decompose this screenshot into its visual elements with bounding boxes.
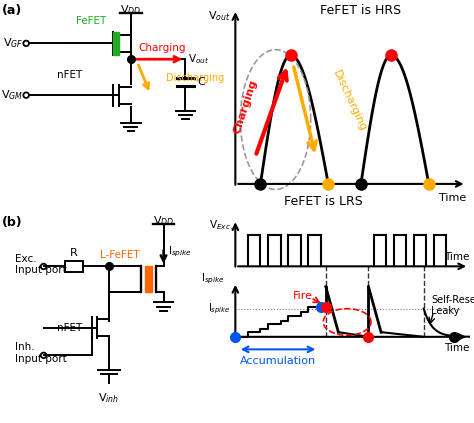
Text: Inh.
Input port: Inh. Input port (15, 342, 67, 364)
Text: V$_{DD}$: V$_{DD}$ (120, 3, 141, 17)
Text: Discharging: Discharging (331, 69, 368, 133)
Text: V$_{GM}$: V$_{GM}$ (0, 88, 23, 102)
Text: (a): (a) (2, 4, 22, 17)
Text: R: R (70, 248, 78, 258)
Text: V$_{inh}$: V$_{inh}$ (99, 391, 119, 405)
Text: (b): (b) (2, 216, 23, 229)
Text: nFET: nFET (57, 323, 82, 333)
Text: V$_{DD}$: V$_{DD}$ (153, 215, 174, 228)
Text: I$_{spike}$: I$_{spike}$ (201, 272, 225, 286)
Text: V$_{out}$: V$_{out}$ (188, 52, 209, 66)
Text: nFET: nFET (57, 70, 82, 80)
Text: I$_{spike}$: I$_{spike}$ (208, 302, 230, 316)
Text: V$_{out}$: V$_{out}$ (208, 9, 230, 23)
Text: Charging: Charging (232, 78, 259, 135)
Text: C: C (197, 77, 205, 87)
Text: Exc.
Input port: Exc. Input port (15, 253, 67, 275)
Text: Fire: Fire (293, 291, 313, 301)
Text: Time: Time (439, 193, 466, 203)
Text: Self-Reset/
Leaky: Self-Reset/ Leaky (431, 295, 474, 316)
Text: Time: Time (444, 343, 469, 353)
Text: Time: Time (444, 252, 469, 262)
Bar (145, 266, 152, 292)
Text: I$_{spike}$: I$_{spike}$ (168, 244, 192, 259)
Text: L-FeFET: L-FeFET (100, 250, 140, 260)
Text: V$_{Exc.}$: V$_{Exc.}$ (209, 218, 233, 231)
Bar (113, 32, 119, 55)
Text: FeFET is LRS: FeFET is LRS (284, 195, 363, 208)
Text: Charging: Charging (139, 43, 186, 53)
Text: Accumulation: Accumulation (240, 356, 316, 365)
Text: FeFET is HRS: FeFET is HRS (320, 4, 401, 16)
Bar (65, 261, 83, 272)
Text: V$_{GF}$: V$_{GF}$ (2, 36, 23, 50)
Text: FeFET: FeFET (76, 16, 107, 26)
Text: Discharging: Discharging (166, 73, 224, 83)
